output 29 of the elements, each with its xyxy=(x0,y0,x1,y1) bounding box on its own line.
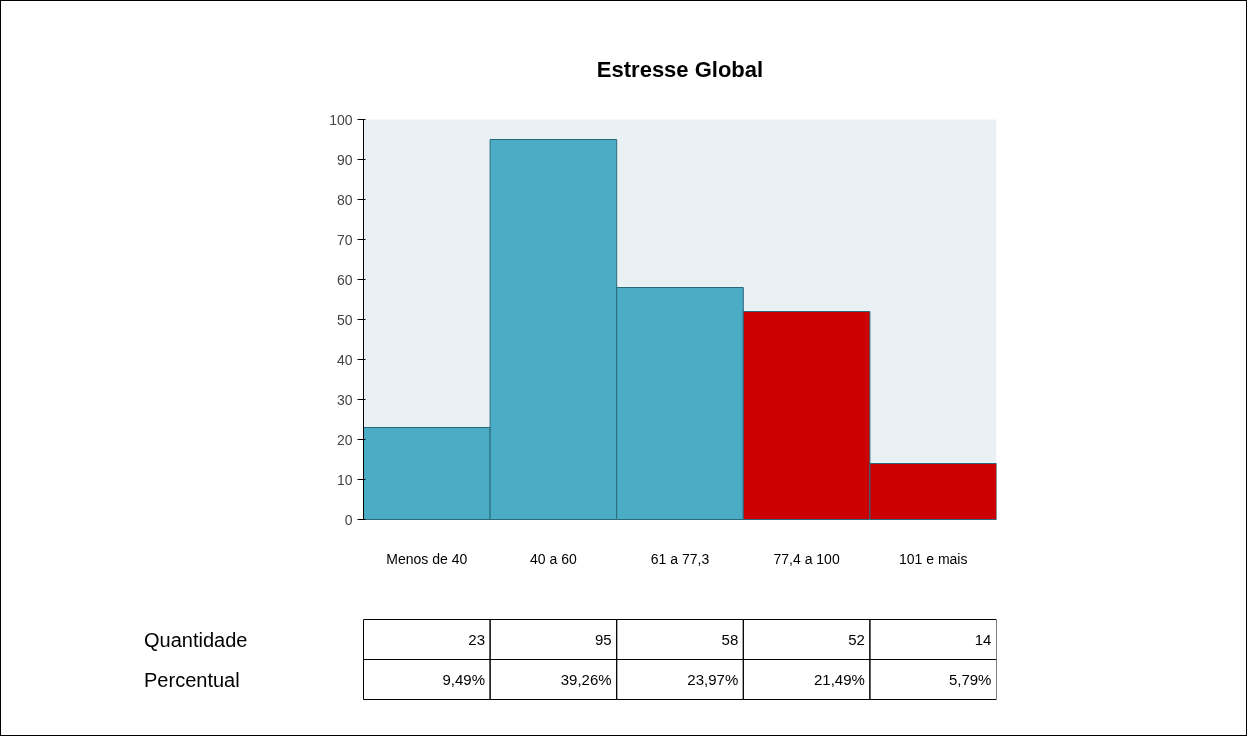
y-tick-label: 20 xyxy=(336,431,353,448)
x-tick-label: 61 a 77,3 xyxy=(650,550,710,567)
y-tick-label: 70 xyxy=(336,231,353,248)
text: 23,97% xyxy=(687,671,739,688)
y-tick-label: 30 xyxy=(336,391,353,408)
x-tick-label: Menos de 40 xyxy=(386,550,468,567)
y-tick-label: 60 xyxy=(336,271,353,288)
text: Quantidade xyxy=(144,628,248,651)
y-tick-label: 100 xyxy=(329,111,353,128)
y-tick-label: 10 xyxy=(336,471,353,488)
y-tick-label: 80 xyxy=(336,191,353,208)
y-tick-label: 0 xyxy=(344,511,353,528)
data-label: 23 xyxy=(468,630,486,648)
data-label: 14 xyxy=(974,630,992,648)
y-tick-label: 50 xyxy=(336,311,353,328)
x-tick-label: 40 a 60 xyxy=(530,550,577,567)
x-tick-label: 77,4 a 100 xyxy=(773,550,840,567)
chart-title: Estresse Global xyxy=(596,57,764,82)
text: 39,26% xyxy=(560,671,612,688)
y-tick-label: 40 xyxy=(336,351,353,368)
text: 5,79% xyxy=(948,671,992,688)
text: 21,49% xyxy=(813,671,865,688)
data-label: 95 xyxy=(594,630,612,648)
data-label: 58 xyxy=(721,630,739,648)
x-tick-label: 101 e mais xyxy=(898,550,968,567)
text: Percentual xyxy=(144,668,240,691)
y-tick-label: 90 xyxy=(336,151,353,168)
data-label: 52 xyxy=(848,630,865,648)
text: 9,49% xyxy=(442,671,486,688)
